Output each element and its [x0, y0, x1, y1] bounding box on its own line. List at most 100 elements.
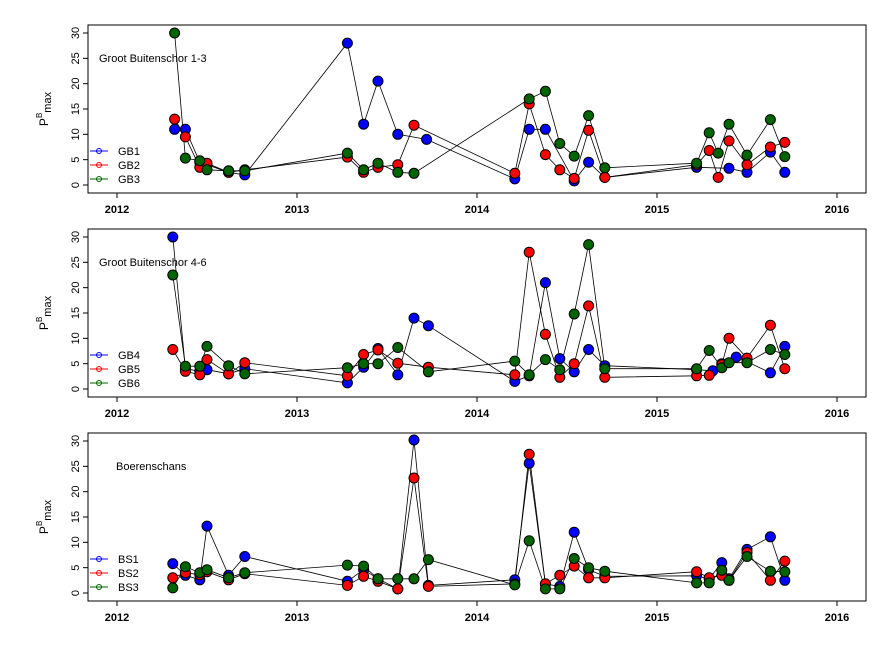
legend-marker	[96, 148, 102, 154]
data-point	[523, 246, 535, 258]
y-tick-label: 20	[70, 486, 82, 498]
data-point	[583, 344, 595, 355]
data-point	[408, 312, 420, 324]
data-point	[372, 358, 384, 370]
series-points-bs2	[167, 448, 791, 595]
y-tick-label: 15	[70, 307, 82, 319]
data-point	[392, 583, 404, 595]
y-tick-label: 5	[70, 361, 82, 367]
legend-marker	[96, 176, 102, 182]
y-axis-label: PBmax	[35, 295, 54, 330]
data-point	[539, 149, 551, 161]
data-point	[223, 360, 235, 372]
data-point	[764, 114, 776, 126]
legend-marker	[96, 352, 102, 358]
series-line-gb3	[174, 32, 786, 174]
data-point	[421, 133, 433, 145]
data-point	[568, 553, 580, 564]
data-point	[422, 580, 434, 592]
data-point	[223, 165, 235, 177]
y-tick-label: 20	[70, 282, 82, 294]
y-tick-label: 10	[70, 332, 82, 344]
data-point	[539, 123, 551, 135]
data-point	[691, 577, 703, 589]
data-point	[583, 110, 595, 122]
y-axis-label-main: P	[37, 526, 51, 534]
x-tick-label: 2013	[285, 204, 309, 216]
y-tick-label: 0	[70, 590, 82, 596]
data-point	[201, 340, 213, 352]
data-point	[179, 131, 191, 143]
y-tick-label: 10	[70, 536, 82, 548]
legend-marker	[96, 162, 102, 168]
data-point	[583, 124, 595, 136]
x-tick-label: 2014	[465, 612, 490, 624]
data-point	[523, 93, 535, 105]
legend: GB4 GB5 GB6	[90, 350, 140, 390]
data-point	[392, 166, 404, 178]
series-points-gb3	[169, 27, 791, 179]
data-point	[341, 362, 353, 374]
legend-label: GB2	[118, 160, 140, 172]
data-point	[539, 328, 551, 340]
legend-label: GB6	[118, 378, 140, 390]
data-point	[779, 136, 791, 148]
data-point	[764, 565, 776, 577]
x-tick-label: 2015	[645, 204, 669, 216]
data-point	[716, 564, 728, 576]
data-point	[691, 157, 703, 169]
data-point	[764, 344, 776, 355]
data-point	[691, 566, 703, 578]
chart-panel-1: 0 5 10 15 20 25 30 2012 2013 2014 2015 2016 PBmax Gro…	[35, 24, 867, 216]
legend-label: GB4	[118, 350, 140, 362]
data-point	[723, 357, 735, 369]
data-point	[741, 149, 753, 161]
data-point	[691, 363, 703, 375]
data-point	[201, 164, 213, 176]
chart-panel-2: 0 5 10 15 20 25 30 2012 2013 2014 2015 2016 PBmax Gro…	[35, 228, 867, 420]
data-point	[539, 85, 551, 97]
legend-label: BS3	[118, 582, 139, 594]
data-point	[703, 127, 715, 139]
x-tick-label: 2014	[465, 204, 490, 216]
x-tick-label: 2012	[105, 408, 129, 420]
y-tick-label: 30	[70, 231, 82, 243]
data-point	[169, 113, 181, 125]
data-point	[372, 344, 384, 356]
y-axis-label-sup: B	[35, 521, 44, 526]
y-tick-label: 10	[70, 128, 82, 140]
data-point	[509, 369, 521, 381]
data-point	[554, 569, 566, 581]
data-point	[723, 118, 735, 130]
data-point	[179, 152, 191, 164]
data-point	[201, 520, 213, 532]
data-point	[599, 162, 611, 174]
data-point	[583, 572, 595, 584]
data-point	[523, 123, 535, 135]
data-point	[523, 535, 535, 547]
legend-label: BS1	[118, 554, 139, 566]
y-axis: 0 5 10 15 20 25 30	[70, 231, 88, 392]
data-point	[201, 354, 213, 366]
legend-marker	[96, 556, 102, 562]
y-axis-label-sub: max	[42, 499, 54, 520]
data-point	[568, 358, 580, 370]
x-tick-label: 2013	[285, 408, 309, 420]
data-point	[779, 151, 791, 163]
data-point	[741, 551, 753, 562]
y-axis-label: PBmax	[35, 91, 54, 126]
data-point	[539, 583, 551, 595]
data-point	[568, 150, 580, 162]
data-point	[239, 357, 251, 369]
data-point	[523, 369, 535, 381]
data-point	[422, 320, 434, 332]
series-points-bs3	[167, 535, 791, 595]
data-point	[539, 277, 551, 289]
data-point	[358, 164, 370, 176]
data-point	[372, 573, 384, 585]
data-point	[194, 155, 206, 167]
panel-title: Groot Buitenschor 1-3	[99, 53, 207, 65]
data-point	[568, 526, 580, 538]
panel-title: Boerenschans	[116, 461, 187, 473]
data-point	[408, 434, 420, 446]
